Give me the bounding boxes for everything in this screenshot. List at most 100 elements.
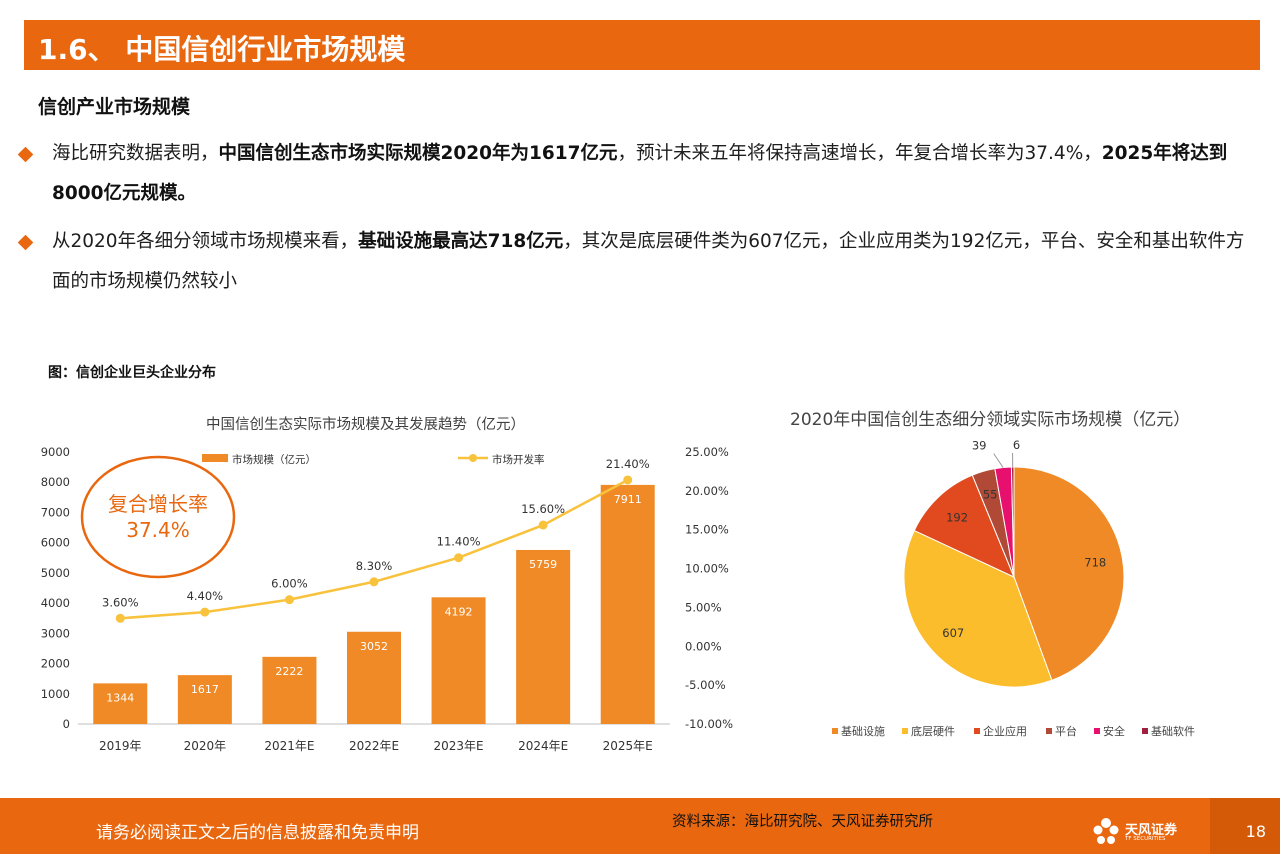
bullet-run: ，预计未来五年将保持高速增长，年复合增长率为37.4%，: [617, 143, 1102, 164]
y2-tick-label: 0.00%: [685, 639, 722, 653]
pie-value-label: 192: [946, 510, 968, 524]
bar: [262, 656, 317, 724]
y-tick-label: 8000: [41, 475, 70, 489]
x-tick-label: 2019年: [99, 739, 142, 753]
pie-legend-swatch: [1094, 728, 1100, 734]
line-value-label: 15.60%: [521, 502, 565, 516]
pie-legend-swatch: [1046, 728, 1052, 734]
bullet-emphasis: 中国信创生态市场实际规模2020年为1617亿元: [218, 143, 618, 164]
y-tick-label: 1000: [41, 687, 70, 701]
pie-slice: [913, 474, 1015, 578]
x-tick-label: 2024年E: [518, 739, 568, 753]
y-tick-label: 9000: [41, 445, 70, 459]
bullet-2: 从2020年各细分领域市场规模来看，基础设施最高达718亿元，其次是底层硬件类为…: [17, 222, 1260, 306]
bullet-run: 海比研究数据表明，: [52, 143, 219, 164]
bar: [431, 597, 486, 724]
bar: [93, 683, 148, 724]
title-bar: 1.6、 中国信创行业市场规模: [24, 20, 1260, 70]
bullet-emphasis: 基础设施最高达718亿元: [358, 231, 564, 252]
page-number: 18: [1245, 822, 1266, 841]
logo-name: 天风证券: [1125, 823, 1178, 838]
pie-chart-title: 2020年中国信创生态细分领域实际市场规模（亿元）: [790, 410, 1191, 430]
line-value-label: 4.40%: [187, 589, 224, 603]
line-value-label: 11.40%: [437, 535, 481, 549]
pie-legend-label: 企业应用: [983, 724, 1027, 738]
line-point: [538, 520, 548, 530]
pie-legend-swatch: [832, 728, 838, 734]
cagr-callout-value: 37.4%: [126, 518, 190, 542]
footer-bar: 请务必阅读正文之后的信息披露和免责申明: [0, 798, 1280, 854]
y2-tick-label: -5.00%: [685, 678, 726, 692]
pie-legend-swatch: [974, 728, 980, 734]
y2-tick-label: 15.00%: [685, 523, 729, 537]
pie-legend-label: 基础软件: [1151, 724, 1195, 738]
pie-legend-swatch: [1142, 728, 1148, 734]
y-tick-label: 7000: [41, 505, 70, 519]
bar-line-chart: 9000 8000 7000 6000 5000 4000 3000 2000 1000 0 25.…: [41, 445, 733, 753]
y2-tick-label: 20.00%: [685, 484, 729, 498]
y2-tick-label: 10.00%: [685, 562, 729, 576]
logo-subtitle: TF SECURITIES: [1125, 836, 1166, 842]
bar-value-label: 7911: [614, 493, 642, 506]
x-tick-label: 2022年E: [349, 739, 399, 753]
y2-tick-label: 5.00%: [685, 600, 722, 614]
line-point: [369, 577, 379, 587]
page-strip: [1210, 798, 1280, 854]
line-point: [454, 553, 464, 563]
legend-line-marker: [469, 454, 477, 462]
line-point: [200, 607, 210, 617]
bullet-text: 海比研究数据表明，中国信创生态市场实际规模2020年为1617亿元，预计未来五年…: [52, 134, 1247, 214]
bullet-text: 从2020年各细分领域市场规模来看，基础设施最高达718亿元，其次是底层硬件类为…: [52, 222, 1247, 302]
bar-chart-title: 中国信创生态实际市场规模及其发展趋势（亿元）: [206, 417, 525, 433]
pie-legend-swatch: [902, 728, 908, 734]
bar: [347, 631, 401, 724]
bar: [177, 675, 232, 724]
y-tick-label: 4000: [41, 596, 70, 610]
line-point: [115, 613, 125, 623]
legend-bar-swatch: [202, 454, 228, 462]
legend-line-label: 市场开发率: [492, 453, 545, 466]
x-tick-label: 2021年E: [264, 739, 314, 753]
pie-value-label: 718: [1084, 556, 1106, 570]
x-tick-label: 2025年E: [603, 739, 653, 753]
x-tick-label: 2020年: [184, 739, 227, 753]
y-tick-label: 2000: [41, 657, 70, 671]
bar-value-label: 4192: [445, 605, 473, 618]
pie-legend-label: 安全: [1103, 724, 1125, 738]
pie-chart: 718 607 192 55 39 6 基础设施 底层硬件 企业应用 平台 安全 基础软件: [832, 438, 1195, 738]
bullet-1: 海比研究数据表明，中国信创生态市场实际规模2020年为1617亿元，预计未来五年…: [17, 134, 1260, 218]
y-tick-label: 3000: [41, 626, 70, 640]
line-value-label: 3.60%: [102, 595, 139, 609]
bar: [600, 484, 655, 724]
page-title: 1.6、 中国信创行业市场规模: [38, 33, 406, 66]
line-value-label: 6.00%: [271, 577, 308, 591]
y2-tick-label: -10.00%: [685, 717, 733, 731]
y-tick-label: 5000: [41, 566, 70, 580]
y-tick-label: 0: [63, 717, 70, 731]
bar: [516, 549, 571, 724]
cagr-callout-circle: [80, 455, 236, 579]
pie-value-label: 6: [1013, 438, 1020, 452]
pie-slice: [1010, 466, 1015, 578]
line-point: [284, 595, 294, 605]
pie-slice: [903, 529, 1053, 688]
pie-legend-label: 基础设施: [841, 725, 885, 738]
bullet-run: ，其次是底层硬件类为607亿元，企业应用类为192亿元，平台、安全和基出软件方面…: [52, 231, 1245, 292]
flower-logo-icon: [1093, 818, 1119, 844]
data-source: 资料来源：海比研究院、天风证券研究所: [672, 814, 933, 830]
y-tick-label: 6000: [41, 536, 70, 550]
figure-label: 图：信创企业巨头企业分布: [48, 365, 216, 381]
bar-value-label: 1617: [191, 683, 219, 696]
section-heading: 信创产业市场规模: [38, 96, 191, 118]
bullet-diamond-icon: [17, 234, 34, 251]
cagr-callout-title: 复合增长率: [108, 492, 208, 516]
line-value-label: 8.30%: [356, 559, 393, 573]
bar-value-label: 5759: [529, 558, 557, 571]
footer-disclaimer: 请务必阅读正文之后的信息披露和免责申明: [96, 823, 419, 843]
pie-leader-line: [993, 453, 1004, 468]
x-tick-label: 2023年E: [434, 739, 484, 753]
bar-value-label: 2222: [275, 665, 303, 678]
pie-legend-label: 底层硬件: [911, 724, 955, 738]
y2-tick-label: 25.00%: [685, 445, 729, 459]
bar-value-label: 1344: [106, 691, 134, 704]
